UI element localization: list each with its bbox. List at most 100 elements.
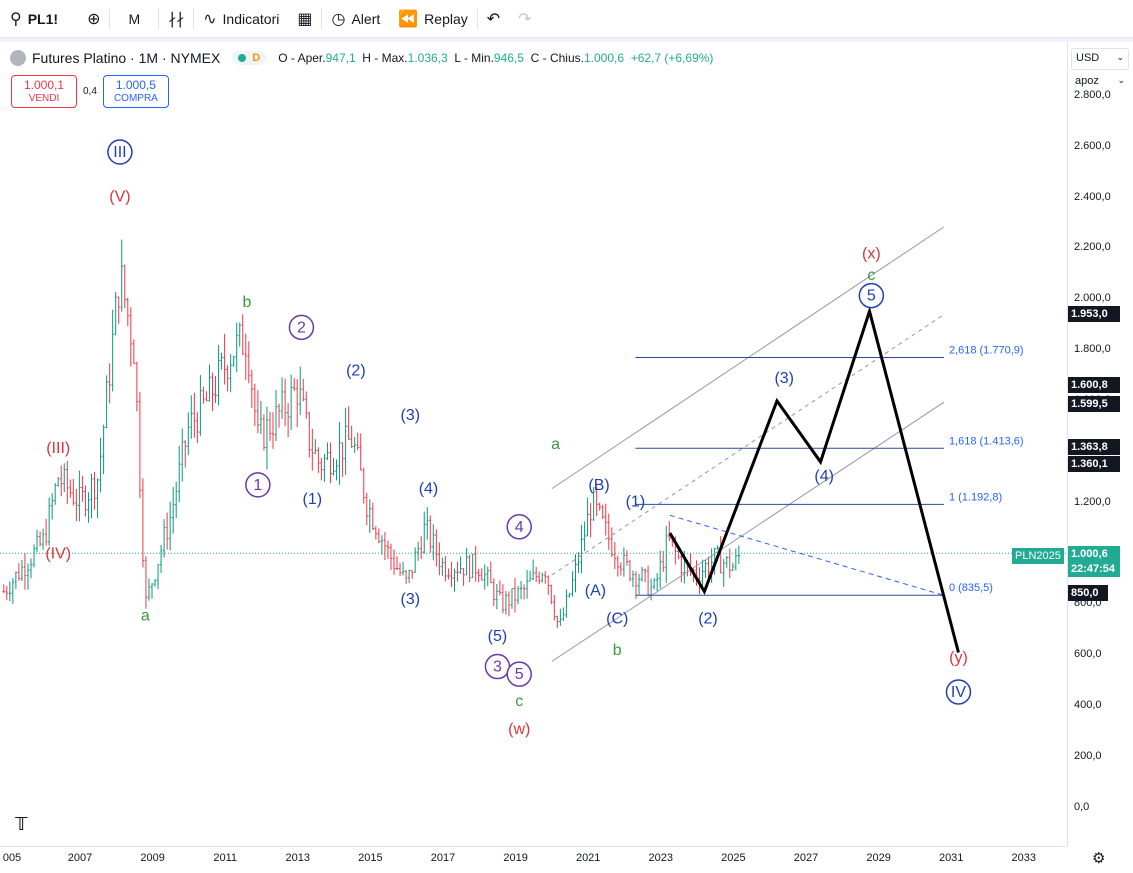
wave-label: (3) <box>774 370 794 387</box>
wave-label: (3) <box>401 591 421 608</box>
wave-label: III <box>113 144 126 161</box>
wave-label: (1) <box>303 491 323 508</box>
fib-level-label: 1 (1.192,8) <box>949 491 1002 503</box>
wave-label: 5 <box>515 666 524 683</box>
alert-label: Alert <box>351 10 381 27</box>
wave-label: c <box>867 267 875 284</box>
layouts-button[interactable]: ▦ <box>288 0 321 38</box>
wave-label: (B) <box>588 477 609 494</box>
wave-label: 5 <box>867 288 876 305</box>
wave-label: (V) <box>109 188 130 205</box>
undo-button[interactable]: ↶ <box>478 0 509 38</box>
price-axis-label: 1.600,8 <box>1068 377 1120 393</box>
wave-label: 3 <box>493 659 502 676</box>
grid-icon: ▦ <box>297 10 313 28</box>
time-tick-label: 2017 <box>430 852 456 864</box>
buy-label: COMPRA <box>113 93 158 104</box>
high-label: H - Max. <box>362 51 408 65</box>
chart-pane[interactable] <box>0 42 1067 846</box>
price-tick-label: 2.400,0 <box>1074 190 1111 203</box>
wave-label: (IV) <box>45 545 71 562</box>
time-tick-label: 2013 <box>285 852 311 864</box>
wave-label: b <box>613 642 622 659</box>
chart-canvas[interactable]: 2,618 (1.770,9) 1,618 (1.413,6) 1 (1.192,8… <box>0 42 1067 846</box>
undo-icon: ↶ <box>486 10 501 28</box>
redo-button[interactable]: ↷ <box>509 0 540 38</box>
currency-select[interactable]: USD ⌄ <box>1071 48 1129 70</box>
toolbar-divider <box>109 7 111 30</box>
symbol-title[interactable]: Futures Platino · 1M · NYMEX <box>32 50 221 66</box>
symbol-search[interactable]: ⚲ PL1! <box>0 0 78 38</box>
price-axis-label: 1.360,1 <box>1068 456 1120 472</box>
currency-label: USD <box>1076 52 1100 64</box>
interval-label: M <box>128 10 141 27</box>
price-tick-label: 200,0 <box>1074 749 1102 762</box>
interval-button[interactable]: M <box>110 0 158 38</box>
toolbar-divider <box>476 7 478 30</box>
time-axis[interactable] <box>0 846 1067 873</box>
chart-type-button[interactable]: ∤∤ <box>159 0 193 38</box>
open-value: 947,1 <box>325 51 356 65</box>
wave-label: (2) <box>346 363 366 380</box>
time-tick-label: 2029 <box>866 852 891 864</box>
change-value: +62,7 (+6,69%) <box>630 51 714 65</box>
channel-lower-line <box>551 401 945 662</box>
low-label: L - Min. <box>454 51 494 65</box>
indicators-button[interactable]: ∿ Indicatori <box>194 0 288 38</box>
time-tick-label: 2027 <box>793 852 819 864</box>
wave-label: (C) <box>606 610 628 627</box>
time-tick-label: 2009 <box>140 852 165 864</box>
channel-mid-line <box>551 314 945 576</box>
toolbar-divider <box>321 7 323 30</box>
wave-label-circle <box>506 661 532 687</box>
scale-mode-label: apoz <box>1075 75 1099 87</box>
redo-icon: ↷ <box>518 10 532 28</box>
wave-label: 1 <box>253 477 262 494</box>
wave-label: 4 <box>515 519 524 536</box>
scale-mode-select[interactable]: apoz ⌄ <box>1071 72 1129 94</box>
price-tick-label: 1.200,0 <box>1074 495 1111 508</box>
replay-label: Replay <box>424 10 468 27</box>
wave-label: b <box>243 294 252 311</box>
sell-button[interactable]: 1.000,1 VENDI <box>11 75 77 108</box>
time-tick-label: 2025 <box>721 852 746 864</box>
market-status[interactable]: D <box>232 51 267 65</box>
candles-icon: ∤∤ <box>168 10 185 28</box>
wave-label: (w) <box>508 721 530 738</box>
wave-label: (x) <box>862 246 881 263</box>
gear-icon[interactable]: ⚙ <box>1092 850 1106 867</box>
time-tick-label: 2023 <box>648 852 674 864</box>
time-tick-label: 005 <box>2 852 22 864</box>
spread-value: 0,4 <box>83 86 97 97</box>
price-axis-label: 22:47:54 <box>1068 561 1120 577</box>
toolbar-divider <box>158 7 160 30</box>
fib-level-label: 2,618 (1.770,9) <box>949 345 1024 357</box>
market-open-icon <box>238 54 247 62</box>
price-axis-label: 1.363,8 <box>1068 439 1120 455</box>
wave-label: (1) <box>626 493 646 510</box>
wave-label: (4) <box>419 481 439 498</box>
close-value: 1.000,6 <box>583 51 625 65</box>
alert-button[interactable]: ◷ Alert <box>322 0 389 38</box>
symbol-label: PL1! <box>27 10 59 27</box>
exchange-logo-icon <box>10 50 26 66</box>
open-label: O - Aper. <box>278 51 326 65</box>
time-tick-label: 2033 <box>1011 852 1037 864</box>
tradingview-logo-icon[interactable]: 𝕋 <box>15 814 28 834</box>
price-tick-label: 2.200,0 <box>1074 241 1111 254</box>
wave-label: (A) <box>585 582 606 599</box>
rewind-icon: ⏪ <box>398 10 419 28</box>
compare-button[interactable]: ⊕ <box>78 0 109 38</box>
chevron-down-icon: ⌄ <box>1116 52 1124 62</box>
toolbar-shadow <box>0 38 1133 42</box>
triangle-trendline <box>669 514 945 596</box>
wave-label-circle <box>245 472 271 498</box>
chevron-down-icon: ⌄ <box>1117 75 1125 85</box>
close-label: C - Chius. <box>530 51 584 65</box>
price-axis-label: 1.953,0 <box>1068 306 1120 322</box>
add-symbol-icon: ⊕ <box>87 10 101 28</box>
wave-label-circle <box>288 314 315 341</box>
buy-button[interactable]: 1.000,5 COMPRA <box>102 75 169 108</box>
alarm-clock-icon: ◷ <box>331 10 346 28</box>
replay-button[interactable]: ⏪ Replay <box>389 0 477 38</box>
